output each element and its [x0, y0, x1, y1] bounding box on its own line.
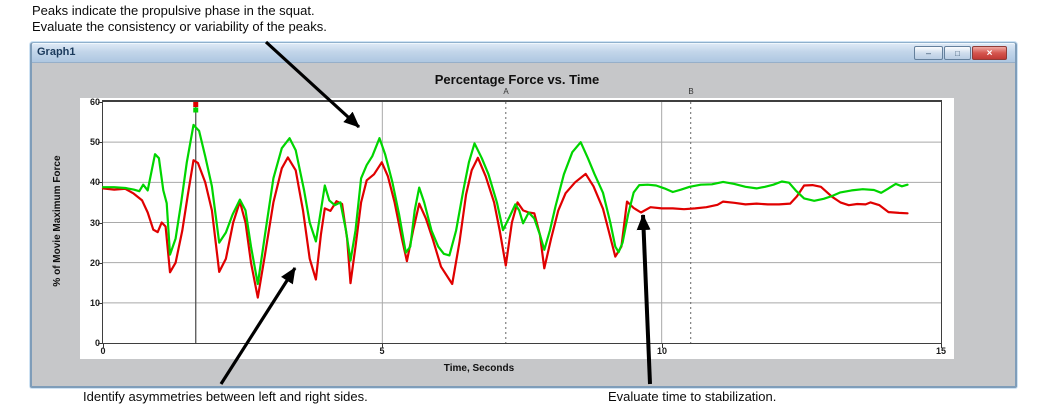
bottom-left-annotation: Identify asymmetries between left and ri… — [83, 389, 368, 404]
y-tick-mark — [98, 343, 102, 344]
window-title: Graph1 — [37, 46, 76, 58]
x-tick-mark — [103, 344, 104, 348]
y-tick-label: 10 — [89, 298, 100, 308]
x-tick-label: 0 — [100, 346, 106, 356]
y-tick-mark — [98, 142, 102, 143]
x-tick-label: 5 — [379, 346, 385, 356]
x-tick-label: 15 — [935, 346, 946, 356]
x-tick-mark — [382, 344, 383, 348]
minimize-button[interactable]: – — [914, 46, 943, 60]
y-tick-label: 30 — [89, 218, 100, 228]
x-tick-mark — [662, 344, 663, 348]
y-axis-label: % of Movie Maximum Force — [52, 155, 63, 287]
y-tick-label: 0 — [80, 338, 100, 348]
chart-panel: 0 10 20 30 40 50 60 0 5 10 15 A B — [80, 87, 954, 359]
bottom-right-annotation: Evaluate time to stabilization. — [608, 389, 777, 404]
chart-title: Percentage Force vs. Time — [434, 72, 600, 87]
y-tick-label: 40 — [89, 177, 100, 187]
event-marker-label-a: A — [503, 87, 509, 96]
y-tick-mark — [98, 303, 102, 304]
y-tick-mark — [98, 223, 102, 224]
minimize-icon: – — [925, 47, 931, 58]
y-tick-mark — [98, 102, 102, 103]
plot-area[interactable] — [101, 100, 942, 344]
top-annotation-line2: Evaluate the consistency or variability … — [32, 19, 327, 34]
event-marker-label-b: B — [688, 87, 694, 96]
maximize-icon: □ — [955, 48, 960, 58]
y-tick-label: 60 — [89, 97, 100, 107]
x-axis-label: Time, Seconds — [443, 363, 515, 374]
x-tick-label: 10 — [656, 346, 667, 356]
close-button[interactable]: × — [972, 46, 1007, 60]
close-icon: × — [986, 47, 993, 59]
window-titlebar[interactable]: Graph1 – □ × — [32, 43, 1015, 63]
top-annotation-line1: Peaks indicate the propulsive phase in t… — [32, 3, 315, 18]
window-controls: – □ × — [913, 46, 1007, 60]
y-tick-mark — [98, 263, 102, 264]
y-tick-label: 50 — [89, 137, 100, 147]
maximize-button[interactable]: □ — [944, 46, 971, 60]
y-tick-label: 20 — [89, 258, 100, 268]
x-tick-mark — [941, 344, 942, 348]
plot-canvas[interactable] — [101, 102, 941, 343]
graph-window: Graph1 – □ × Percentage Force vs. Time %… — [30, 42, 1017, 388]
y-tick-mark — [98, 182, 102, 183]
